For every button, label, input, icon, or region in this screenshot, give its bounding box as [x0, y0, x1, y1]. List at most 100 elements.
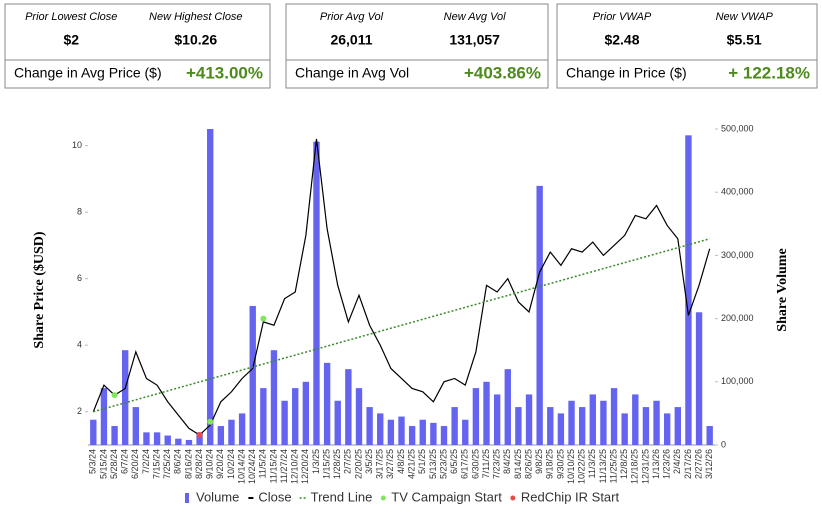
event-marker [207, 418, 214, 425]
legend-label: Trend Line [311, 489, 373, 504]
y-tick-label: 6 [77, 273, 82, 283]
value: $10.26 [174, 32, 217, 48]
label: Prior VWAP [593, 11, 652, 23]
x-tick-label: 3/27/25 [385, 449, 395, 479]
y2-tick-label: 500,000 [721, 123, 754, 133]
x-tick-label: 7/23/25 [492, 449, 502, 479]
x-tick-label: 12/20/24 [300, 449, 310, 484]
x-tick-label: 3/17/25 [375, 449, 385, 479]
x-tick-label: 6/30/25 [470, 449, 480, 479]
x-tick-label: 1/3/25 [311, 449, 321, 474]
x-tick-label: 8/16/24 [183, 449, 193, 479]
volume-bar [462, 419, 469, 445]
volume-bar [515, 407, 522, 445]
x-tick-label: 7/25/24 [162, 449, 172, 479]
y2-tick-label: 100,000 [721, 376, 754, 386]
x-tick-label: 5/15/24 [98, 449, 108, 479]
x-tick-label: 2/4/26 [672, 449, 682, 474]
volume-bar [292, 388, 299, 445]
x-tick-label: 10/24/24 [247, 449, 257, 484]
volume-bar [706, 426, 713, 445]
volume-bar [419, 419, 426, 445]
volume-bar [238, 413, 246, 445]
legend-label: RedChip IR Start [521, 489, 620, 504]
volume-bar [504, 369, 511, 445]
volume-bar [345, 369, 352, 445]
x-tick-label: 10/2/24 [226, 449, 236, 479]
x-tick-label: 2/20/25 [353, 449, 363, 479]
volume-bar [185, 439, 193, 445]
change-value: +413.00% [186, 63, 263, 82]
x-tick-label: 11/5/24 [258, 449, 268, 478]
volume-bar [695, 312, 703, 445]
x-tick-label: 4/8/25 [396, 449, 406, 474]
volume-bar [228, 419, 235, 445]
event-marker [196, 432, 203, 439]
x-tick-label: 9/8/25 [534, 449, 544, 474]
x-tick-label: 5/23/25 [438, 449, 448, 479]
x-tick-label: 3/5/25 [364, 449, 374, 474]
y-axis-title: Share Price ($USD) [32, 231, 47, 348]
trend-line [93, 238, 710, 413]
volume-bar [610, 388, 618, 445]
volume-bar [122, 350, 129, 445]
label: New VWAP [716, 11, 774, 23]
volume-bar [525, 394, 533, 445]
volume-bar [164, 435, 171, 445]
volume-bar [408, 426, 416, 445]
volume-bar [493, 394, 501, 445]
x-tick-label: 12/8/25 [619, 449, 629, 479]
x-tick-label: 8/14/25 [513, 449, 523, 479]
y-tick-label: 8 [77, 207, 82, 217]
change-value: + 122.18% [728, 63, 810, 82]
x-tick-label: 4/21/25 [407, 449, 417, 479]
x-tick-label: 10/14/24 [236, 449, 246, 484]
change-label: Change in Avg Vol [295, 65, 409, 81]
volume-bar [249, 305, 256, 445]
volume-bar [430, 422, 437, 445]
legend-label: TV Campaign Start [391, 489, 502, 504]
volume-bar [536, 185, 543, 445]
x-tick-label: 8/6/24 [173, 449, 183, 474]
x-tick-label: 3/12/26 [704, 449, 714, 479]
y2-tick-label: 0 [721, 439, 726, 449]
volume-bar [175, 438, 182, 445]
volume-bar [653, 400, 660, 445]
volume-bar [313, 141, 320, 445]
volume-bar [547, 407, 554, 445]
x-tick-label: 12/31/25 [640, 449, 650, 484]
x-tick-label: 7/15/24 [151, 449, 161, 479]
legend-swatch [510, 495, 516, 501]
x-tick-label: 11/15/24 [268, 449, 278, 483]
volume-bar [217, 426, 225, 445]
label: Prior Lowest Close [25, 11, 117, 23]
x-tick-label: 2/17/26 [683, 449, 693, 479]
volume-bar [663, 413, 671, 445]
volume-bar [600, 400, 607, 445]
volume-bar [674, 407, 681, 445]
event-marker [260, 315, 267, 322]
volume-bar [557, 413, 565, 445]
event-marker [111, 392, 118, 399]
x-tick-label: 7/2/24 [141, 449, 151, 474]
volume-bar [334, 400, 341, 445]
volume-bar [302, 381, 310, 445]
volume-bar [153, 432, 161, 445]
y-tick-label: 4 [77, 340, 82, 350]
close-line [92, 138, 711, 436]
x-tick-label: 8/4/25 [502, 449, 512, 474]
x-tick-label: 5/1/25 [417, 449, 427, 474]
y2-axis-title: Share Volume [775, 248, 790, 331]
volume-bar [387, 419, 395, 445]
y2-tick-label: 300,000 [721, 250, 754, 260]
volume-bar [568, 400, 575, 445]
volume-bar [642, 407, 650, 445]
y-tick-label: 2 [77, 406, 82, 416]
volume-bar [207, 129, 214, 445]
x-tick-label: 9/10/24 [205, 449, 215, 479]
x-tick-label: 11/25/25 [608, 449, 618, 483]
x-tick-label: 11/27/24 [279, 449, 289, 483]
x-tick-label: 10/10/25 [566, 449, 576, 484]
x-tick-label: 1/15/25 [321, 449, 331, 479]
